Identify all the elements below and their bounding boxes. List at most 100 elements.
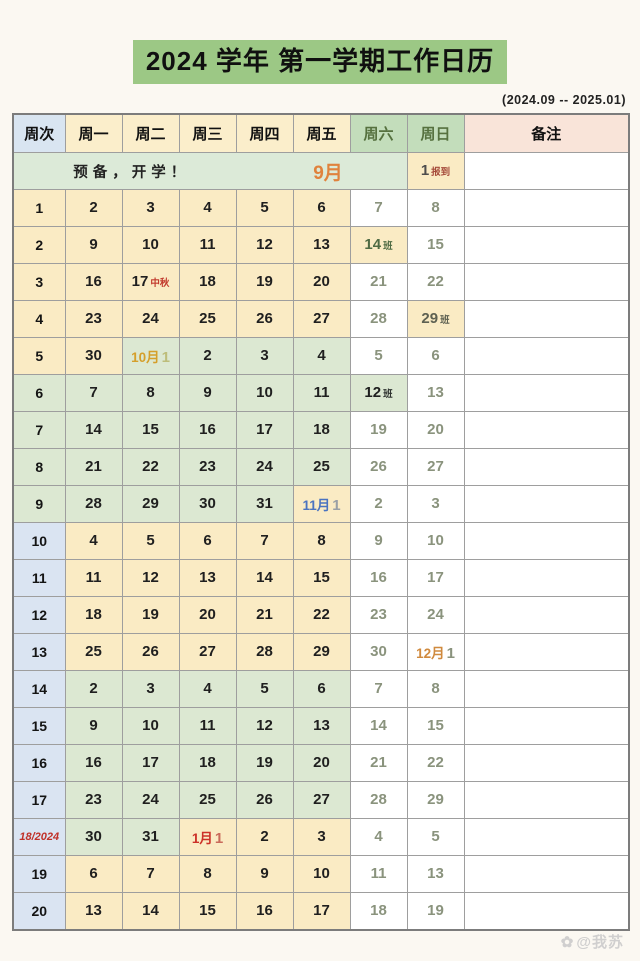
day-cell: 16 xyxy=(64,263,123,302)
day-number: 8 xyxy=(431,680,440,698)
day-number: 13 xyxy=(427,865,444,883)
day-cell: 19 xyxy=(121,596,180,635)
remarks-cell xyxy=(463,522,630,561)
month-start-label: 10月 xyxy=(131,349,160,365)
day-number: 9 xyxy=(260,865,269,883)
day-cell: 29 班 xyxy=(406,300,465,339)
remarks-cell xyxy=(463,633,630,672)
remarks-cell xyxy=(463,707,630,746)
day-number: 7 xyxy=(89,384,98,402)
day-number: 22 xyxy=(427,754,444,772)
day-number: 11 xyxy=(199,236,216,254)
week-number: 20 xyxy=(12,892,66,931)
day-cell: 11 xyxy=(178,707,237,746)
day-cell: 9 xyxy=(349,522,408,561)
day-number: 16 xyxy=(85,754,102,772)
day-number: 13 xyxy=(313,236,330,254)
day-note: 中秋 xyxy=(150,278,170,290)
day-cell: 5 xyxy=(235,189,294,228)
day-number: 24 xyxy=(142,310,159,328)
day-number: 30 xyxy=(85,347,102,365)
week-row: 18/2024 30 31 1月 1 2 3 4 5 xyxy=(12,818,630,857)
day-number: 6 xyxy=(203,532,212,550)
day-cell: 29 xyxy=(121,485,180,524)
day-number: 26 xyxy=(256,791,273,809)
day-number: 2 xyxy=(89,199,98,217)
day-cell: 22 xyxy=(406,744,465,783)
day-cell: 25 xyxy=(292,448,351,487)
day-number: 27 xyxy=(313,791,330,809)
day-number: 17 xyxy=(313,902,330,920)
day-number: 19 xyxy=(256,754,273,772)
day-cell: 20 xyxy=(292,263,351,302)
day-number: 25 xyxy=(85,643,102,661)
day-cell: 1 报到 xyxy=(406,152,465,191)
day-cell: 2 xyxy=(178,337,237,376)
day-number: 8 xyxy=(317,532,326,550)
week-number: 7 xyxy=(12,411,66,450)
week-number: 1 xyxy=(12,189,66,228)
day-number: 21 xyxy=(370,273,387,291)
day-cell: 2 xyxy=(64,670,123,709)
month-banner-cell: 预备，开学！ 9月 xyxy=(12,152,408,191)
day-cell: 11月 1 xyxy=(292,485,351,524)
day-cell: 10 xyxy=(235,374,294,413)
day-number: 5 xyxy=(146,532,155,550)
day-cell: 13 xyxy=(406,374,465,413)
remarks-cell xyxy=(463,781,630,820)
day-cell: 16 xyxy=(64,744,123,783)
day-number: 19 xyxy=(142,606,159,624)
day-cell: 9 xyxy=(64,707,123,746)
week-row: 6 7 8 9 10 11 12 班 13 xyxy=(12,374,630,413)
day-number: 15 xyxy=(199,902,216,920)
day-number: 15 xyxy=(313,569,330,587)
day-number: 31 xyxy=(256,495,273,513)
day-cell: 3 xyxy=(292,818,351,857)
day-number: 26 xyxy=(256,310,273,328)
day-cell: 2 xyxy=(64,189,123,228)
day-cell: 14 班 xyxy=(349,226,408,265)
day-cell: 11 xyxy=(64,559,123,598)
week-number: 11 xyxy=(12,559,66,598)
semester-start-banner: 预备，开学！ xyxy=(73,164,191,181)
day-number: 4 xyxy=(203,199,212,217)
week-row: 10 4 5 6 7 8 9 10 xyxy=(12,522,630,561)
day-number: 9 xyxy=(89,236,98,254)
day-number: 23 xyxy=(370,606,387,624)
week-number: 18/2024 xyxy=(12,818,66,857)
day-cell: 22 xyxy=(292,596,351,635)
day-cell: 12 班 xyxy=(349,374,408,413)
day-cell: 21 xyxy=(349,263,408,302)
day-cell: 8 xyxy=(121,374,180,413)
day-cell: 23 xyxy=(349,596,408,635)
day-number: 26 xyxy=(370,458,387,476)
day-cell: 6 xyxy=(292,189,351,228)
week-row: 17 23 24 25 26 27 28 29 xyxy=(12,781,630,820)
day-cell: 18 xyxy=(178,744,237,783)
day-number: 5 xyxy=(374,347,383,365)
week-row: 5 30 10月 1 2 3 4 5 6 xyxy=(12,337,630,376)
day-number: 10 xyxy=(256,384,273,402)
day-number: 19 xyxy=(256,273,273,291)
day-number: 29 xyxy=(421,310,439,328)
day-cell: 19 xyxy=(235,263,294,302)
day-cell: 26 xyxy=(121,633,180,672)
day-cell: 21 xyxy=(64,448,123,487)
day-number: 25 xyxy=(313,458,330,476)
day-cell: 15 xyxy=(292,559,351,598)
day-cell: 15 xyxy=(178,892,237,931)
day-number: 13 xyxy=(313,717,330,735)
day-number: 28 xyxy=(256,643,273,661)
day-number: 13 xyxy=(427,384,444,402)
day-cell: 4 xyxy=(64,522,123,561)
day-number: 30 xyxy=(85,828,102,846)
day-note: 报到 xyxy=(431,167,451,179)
day-number: 9 xyxy=(374,532,383,550)
header-fri: 周五 xyxy=(292,113,351,154)
day-cell: 24 xyxy=(121,300,180,339)
day-cell: 31 xyxy=(121,818,180,857)
day-number: 20 xyxy=(313,754,330,772)
day-cell: 30 xyxy=(178,485,237,524)
day-number: 2 xyxy=(89,680,98,698)
